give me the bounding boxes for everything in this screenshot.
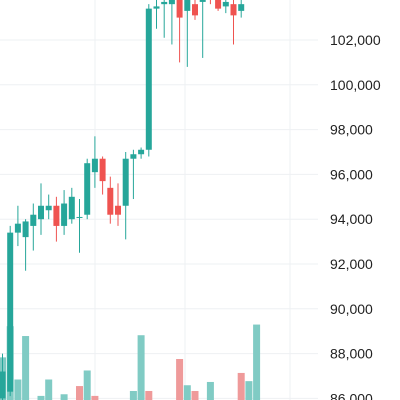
- candle-body: [192, 4, 198, 16]
- candle-body: [176, 0, 183, 18]
- y-tick-label: 90,000: [330, 301, 373, 317]
- volume-bars: [0, 324, 261, 400]
- candle-body: [45, 205, 52, 211]
- volume-bar: [191, 390, 199, 400]
- candle-down: [192, 0, 198, 20]
- candle-up: [0, 353, 6, 400]
- candle-down: [176, 0, 183, 63]
- candle-body: [14, 223, 21, 233]
- candle-up: [76, 199, 83, 253]
- candles: [0, 0, 245, 400]
- volume-bar: [176, 359, 184, 400]
- candle-up: [45, 194, 52, 220]
- price-axis: 86,000 88,000 90,000 92,000 94,000 96,000 98,0…: [330, 32, 381, 400]
- candle-body: [145, 8, 152, 150]
- y-tick-label: 100,000: [330, 77, 381, 93]
- y-tick-label: 98,000: [330, 122, 373, 138]
- volume-bar: [45, 379, 53, 400]
- candle-up: [68, 187, 75, 224]
- volume-bar: [14, 379, 22, 400]
- candle-up: [22, 219, 29, 271]
- candle-up: [122, 152, 129, 240]
- volume-bar: [206, 381, 214, 400]
- candle-body: [168, 0, 175, 5]
- y-tick-label: 92,000: [330, 256, 373, 272]
- candle-up: [84, 158, 91, 220]
- volume-bar: [129, 390, 137, 400]
- volume-bar: [183, 385, 191, 400]
- candle-up: [199, 0, 206, 58]
- candle-down: [115, 183, 121, 226]
- candle-body: [115, 205, 121, 215]
- candle-up: [14, 205, 21, 247]
- grid-lines: [0, 0, 318, 400]
- candle-body: [84, 163, 91, 215]
- candle-up: [222, 0, 229, 14]
- candle-body: [53, 205, 60, 226]
- volume-bar: [245, 381, 253, 400]
- candle-down: [53, 196, 60, 242]
- candle-body: [38, 205, 44, 220]
- candle-up: [38, 183, 44, 235]
- volume-bar: [83, 370, 91, 400]
- candle-body: [61, 203, 68, 226]
- candle-body: [91, 158, 98, 173]
- candle-body: [68, 196, 75, 220]
- volume-bar: [137, 335, 145, 400]
- candle-up: [145, 4, 152, 157]
- candle-up: [184, 0, 191, 67]
- y-tick-label: 96,000: [330, 166, 373, 182]
- candle-down: [99, 156, 106, 195]
- candle-up: [168, 0, 175, 45]
- candle-body: [7, 232, 14, 392]
- y-tick-label: 102,000: [330, 32, 381, 48]
- candle-up: [30, 203, 37, 251]
- volume-bar: [145, 390, 153, 400]
- candle-body: [238, 4, 245, 11]
- y-tick-label: 88,000: [330, 346, 373, 362]
- candle-body: [130, 154, 137, 159]
- candle-down: [230, 0, 237, 45]
- candle-body: [153, 6, 160, 9]
- candle-down: [209, 0, 211, 5]
- volume-bar: [22, 336, 30, 400]
- candle-up: [238, 0, 245, 18]
- candle-body: [30, 214, 37, 226]
- candle-body: [215, 0, 222, 9]
- candle-up: [138, 147, 145, 159]
- candle-up: [153, 0, 160, 29]
- candle-body: [0, 371, 6, 399]
- candle-up: [7, 225, 14, 397]
- candle-down: [215, 0, 222, 11]
- candle-body: [107, 187, 114, 215]
- volume-bar: [237, 372, 245, 400]
- candle-up: [61, 190, 68, 235]
- candle-body: [122, 158, 129, 206]
- candle-body: [138, 149, 145, 155]
- volume-bar: [91, 395, 99, 400]
- volume-bar: [253, 324, 261, 400]
- volume-bar: [60, 394, 68, 400]
- candle-body: [230, 4, 237, 16]
- candle-up: [130, 149, 137, 200]
- candle-down: [107, 176, 114, 224]
- candle-body: [184, 0, 191, 11]
- candle-body: [161, 1, 168, 5]
- candle-body: [22, 221, 29, 238]
- candle-body: [99, 158, 106, 182]
- volume-bar: [76, 386, 83, 400]
- volume-bar: [37, 395, 45, 400]
- y-tick-label: 94,000: [330, 211, 373, 227]
- candle-up: [91, 136, 98, 188]
- candle-body: [222, 1, 229, 7]
- candle-up: [161, 0, 168, 38]
- candle-body: [199, 0, 206, 2]
- candle-body: [76, 216, 83, 218]
- y-tick-label: 86,000: [330, 390, 373, 400]
